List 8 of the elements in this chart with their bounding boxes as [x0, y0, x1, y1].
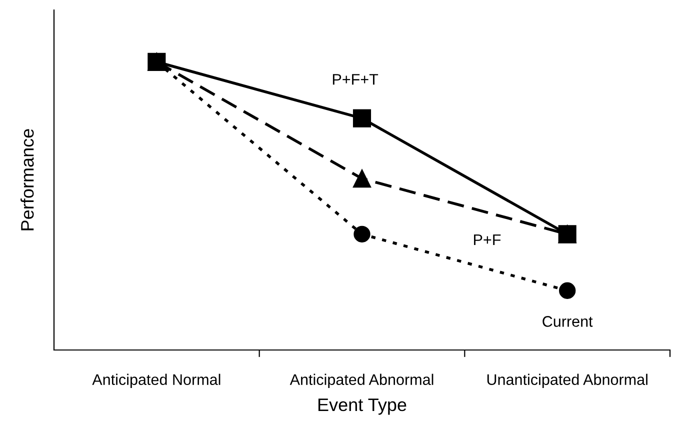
x-axis-title: Event Type [318, 398, 406, 415]
x-tick-label: Anticipated Abnormal [290, 374, 434, 388]
series-label: P+F+T [332, 74, 378, 85]
x-tick-label: Anticipated Normal [92, 374, 220, 388]
y-axis-title: Performance [20, 129, 34, 230]
series-label: Current [542, 316, 593, 327]
x-tick-label: Unanticipated Abnormal [487, 374, 648, 388]
series-label: P+F [474, 234, 501, 246]
